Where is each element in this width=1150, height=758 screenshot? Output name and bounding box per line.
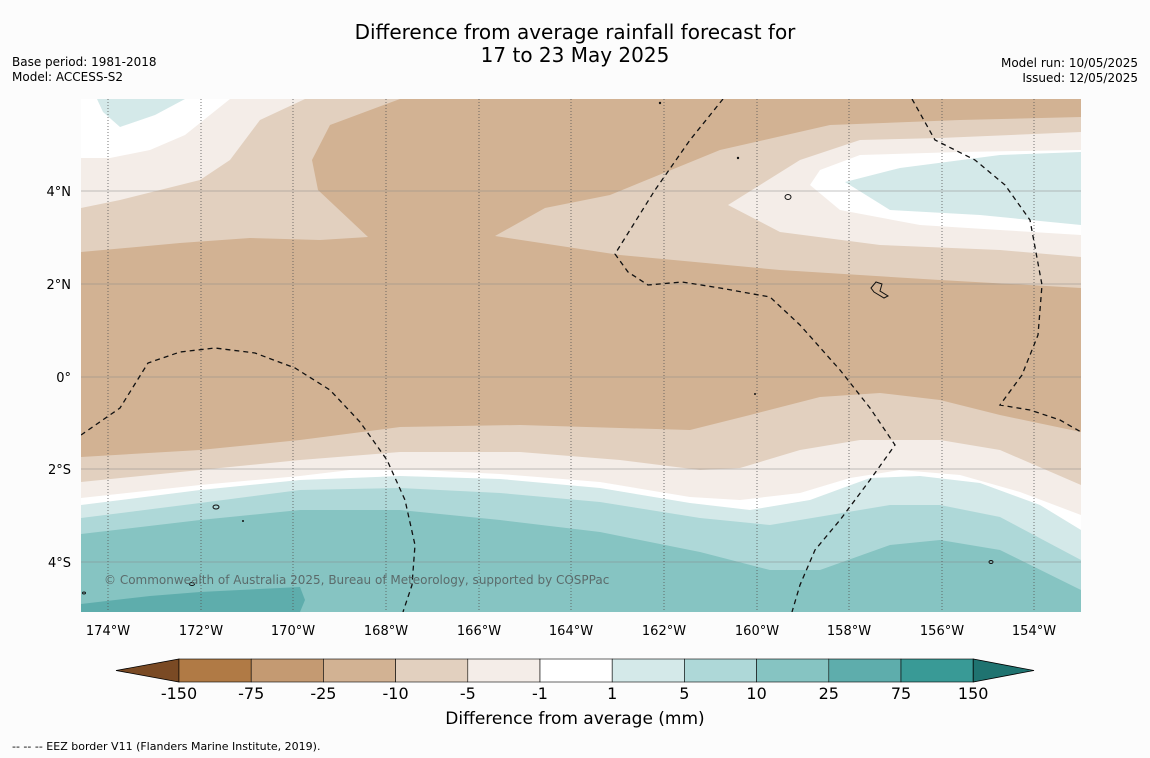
- eez-border-west: [81, 347, 416, 612]
- colorbar-segment: [900, 658, 974, 683]
- colorbar-segment: [611, 658, 685, 683]
- colorbar-segment: [178, 658, 252, 683]
- colorbar-segment: [323, 658, 396, 683]
- colorbar-segment: [395, 658, 469, 683]
- eez-border-central: [614, 99, 896, 612]
- lon-tick: 168°W: [364, 624, 408, 639]
- colorbar-tick-label: -1: [532, 684, 548, 703]
- colorbar-tick-label: 25: [818, 684, 839, 703]
- lon-tick: 174°W: [86, 624, 130, 639]
- colorbar-segment: [684, 658, 757, 683]
- colorbar-tick-label: 10: [746, 684, 767, 703]
- island: [189, 582, 195, 586]
- band-plus10-south: [81, 510, 1081, 612]
- colorbar-tick-label: 75: [890, 684, 912, 703]
- lat-gridlines: [81, 190, 1081, 563]
- lon-tick: 154°W: [1012, 624, 1056, 639]
- colorbar-segment: [828, 658, 902, 683]
- colorbar-segment: [467, 658, 541, 683]
- island: [82, 591, 86, 595]
- model-name: Model: ACCESS-S2: [12, 70, 124, 84]
- colorbar-tick-label: 150: [957, 684, 989, 703]
- colorbar: [115, 658, 1035, 683]
- lat-tick: 4°S: [48, 556, 71, 571]
- lat-tick: 0°: [56, 371, 71, 386]
- map-title-line1: Difference from average rainfall forecas…: [354, 20, 796, 44]
- gridlines: [81, 99, 1081, 612]
- lon-axis-labels: 174°W 172°W 170°W 168°W 166°W 164°W 162°…: [86, 624, 1056, 639]
- lon-tick: 160°W: [735, 624, 779, 639]
- colorbar-tick-label: 1: [607, 684, 618, 703]
- colorbar-tick-label: -150: [160, 684, 198, 703]
- colorbar-tick-label: -10: [382, 684, 409, 703]
- band-light-teal-nw: [97, 99, 185, 127]
- colorbar-segment: [539, 658, 613, 683]
- island: [212, 504, 220, 510]
- map-title-line2: 17 to 23 May 2025: [480, 43, 670, 67]
- islands: [82, 194, 994, 595]
- colorbar-label: Difference from average (mm): [445, 709, 705, 729]
- colorbar-segment: [756, 658, 830, 683]
- eez-border-east: [911, 99, 1081, 433]
- lat-tick: 4°N: [47, 185, 72, 200]
- issued-date: Issued: 12/05/2025: [1022, 71, 1138, 85]
- base-period: Base period: 1981-2018: [12, 55, 157, 69]
- lat-axis-labels: 4°N 2°N 0° 2°S 4°S: [47, 185, 72, 571]
- island-kiritimati: [870, 281, 890, 299]
- colorbar-tick-label: 5: [679, 684, 690, 703]
- band-plus25-south: [81, 587, 305, 612]
- colorbar-tick-label: -75: [238, 684, 265, 703]
- island: [784, 194, 792, 200]
- band-light-teal-edge: [1070, 180, 1081, 190]
- island: [988, 560, 994, 564]
- lon-tick: 158°W: [827, 624, 871, 639]
- colorbar-arrow-left: [115, 658, 180, 683]
- colorbar-segment: [250, 658, 324, 683]
- model-run: Model run: 10/05/2025: [1000, 56, 1138, 70]
- island-dots: [242, 101, 756, 522]
- band-light-teal-east: [845, 152, 1081, 225]
- colorbar-tick-label: -5: [459, 684, 476, 703]
- lat-tick: 2°N: [47, 278, 72, 293]
- lon-tick: 172°W: [179, 624, 223, 639]
- lon-tick: 156°W: [920, 624, 964, 639]
- eez-legend-footnote: -- -- -- EEZ border V11 (Flanders Marine…: [12, 740, 321, 753]
- map-plot-area: © Commonwealth of Australia 2025, Bureau…: [81, 99, 1081, 612]
- lon-tick: 164°W: [549, 624, 593, 639]
- colorbar-arrow-right: [972, 658, 1035, 683]
- lat-tick: 2°S: [48, 463, 71, 478]
- colorbar-tick-label: -25: [310, 684, 337, 703]
- copyright-notice: © Commonwealth of Australia 2025, Bureau…: [104, 573, 609, 587]
- lon-tick: 170°W: [271, 624, 315, 639]
- lon-tick: 162°W: [642, 624, 686, 639]
- lon-tick: 166°W: [457, 624, 501, 639]
- eez-borders: [81, 99, 1081, 612]
